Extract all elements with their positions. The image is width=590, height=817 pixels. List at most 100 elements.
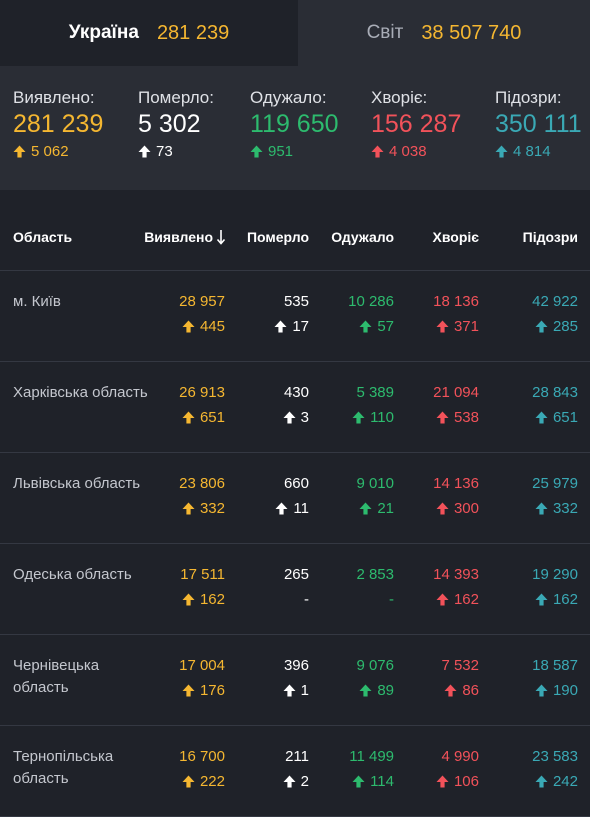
recovered-delta-value: 89 <box>377 682 394 699</box>
summary-panel: Виявлено: 281 239 5 062 Померло: 5 302 7… <box>0 66 590 190</box>
summary-sick-delta-value: 4 038 <box>389 143 427 160</box>
summary-suspected-delta-value: 4 814 <box>513 143 551 160</box>
arrow-up-icon <box>13 145 26 158</box>
region-name: Львівська область <box>13 475 141 492</box>
arrow-up-icon <box>250 145 263 158</box>
arrow-up-icon <box>283 411 296 424</box>
summary-confirmed-delta: 5 062 <box>13 143 103 160</box>
sick-delta-value: 371 <box>453 318 479 335</box>
header-suspected[interactable]: Підозри <box>522 229 578 245</box>
deaths-delta-value: 11 <box>293 500 309 517</box>
table-row[interactable]: м. Київ 28 957 445 535 17 10 286 57 18 136 371 42… <box>0 271 590 362</box>
deaths-value: 430 <box>283 384 309 401</box>
confirmed-delta: 176 <box>182 682 225 699</box>
header-confirmed[interactable]: Виявлено <box>144 229 226 245</box>
summary-confirmed-value: 281 239 <box>13 110 104 138</box>
arrow-up-icon <box>359 320 372 333</box>
sick-value: 14 393 <box>433 566 479 583</box>
deaths-value: 535 <box>283 293 309 310</box>
deaths-delta-value: 17 <box>292 318 309 335</box>
table-row[interactable]: Львівська область 23 806 332 660 11 9 010 21 14… <box>0 453 590 544</box>
summary-recovered-delta-value: 951 <box>268 143 294 160</box>
arrow-up-icon <box>182 320 195 333</box>
table-row[interactable]: Чернівецька область 17 004 176 396 1 9 076 89 7… <box>0 635 590 726</box>
table-row[interactable]: Тернопільська область 16 700 222 211 2 11 499… <box>0 726 590 817</box>
recovered-value: 2 853 <box>356 566 394 583</box>
sick-value: 14 136 <box>433 475 479 492</box>
confirmed-value: 16 700 <box>179 748 225 765</box>
confirmed-delta: 332 <box>182 500 225 517</box>
deaths-value: 265 <box>283 566 309 583</box>
sick-delta-value: 538 <box>453 409 479 426</box>
suspected-value: 25 979 <box>532 475 578 492</box>
confirmed-delta: 651 <box>182 409 225 426</box>
arrow-up-icon <box>182 775 195 788</box>
sick-delta: 300 <box>436 500 479 517</box>
recovered-delta-value: 110 <box>370 409 394 426</box>
arrow-up-icon <box>182 502 195 515</box>
tab-world[interactable]: Світ 38 507 740 <box>298 0 590 66</box>
deaths-delta-value: 3 <box>300 409 309 426</box>
summary-confirmed-delta-value: 5 062 <box>31 143 69 160</box>
summary-recovered-value: 119 650 <box>250 110 339 138</box>
deaths-delta: 1 <box>283 682 309 699</box>
arrow-up-icon <box>359 684 372 697</box>
recovered-delta-value: 114 <box>370 773 394 790</box>
suspected-delta-value: 242 <box>552 773 578 790</box>
region-name: Тернопільська область <box>13 748 114 787</box>
recovered-value: 11 499 <box>349 748 394 765</box>
header-deaths[interactable]: Померло <box>246 229 309 245</box>
summary-sick: Хворіє: 156 287 4 038 <box>371 88 461 160</box>
suspected-delta: 162 <box>535 591 578 608</box>
deaths-delta: 17 <box>274 318 309 335</box>
tab-world-value: 38 507 740 <box>421 21 522 44</box>
sick-delta-value: 106 <box>453 773 479 790</box>
arrow-up-icon <box>352 411 365 424</box>
arrow-up-icon <box>359 502 372 515</box>
deaths-delta: 2 <box>283 773 309 790</box>
confirmed-value: 17 511 <box>180 566 225 583</box>
arrow-up-icon <box>535 502 548 515</box>
arrow-up-icon <box>436 411 449 424</box>
sick-value: 4 990 <box>441 748 479 765</box>
recovered-delta-value: 21 <box>377 500 394 517</box>
region-name: Чернівецька область <box>13 657 100 696</box>
recovered-value: 5 389 <box>356 384 394 401</box>
summary-recovered-label: Одужало: <box>250 88 327 107</box>
summary-recovered-delta: 951 <box>250 143 339 160</box>
arrow-up-icon <box>535 411 548 424</box>
suspected-delta: 285 <box>535 318 578 335</box>
recovered-delta: - <box>389 591 394 608</box>
header-sick[interactable]: Хворіє <box>432 229 479 245</box>
sick-delta-value: 162 <box>453 591 479 608</box>
summary-sick-label: Хворіє: <box>371 88 428 107</box>
recovered-delta: 57 <box>359 318 394 335</box>
table-body: м. Київ 28 957 445 535 17 10 286 57 18 136 371 42… <box>0 271 590 817</box>
suspected-delta-value: 190 <box>552 682 578 699</box>
suspected-delta-value: 651 <box>552 409 578 426</box>
suspected-value: 42 922 <box>532 293 578 310</box>
tab-world-label: Світ <box>366 22 404 43</box>
suspected-value: 19 290 <box>532 566 578 583</box>
summary-confirmed: Виявлено: 281 239 5 062 <box>13 88 103 160</box>
recovered-delta: 89 <box>359 682 394 699</box>
summary-deaths-label: Померло: <box>138 88 214 107</box>
header-region[interactable]: Область <box>13 229 73 245</box>
confirmed-delta-value: 176 <box>199 682 225 699</box>
sick-delta: 162 <box>436 591 479 608</box>
table-row[interactable]: Одеська область 17 511 162 265 - 2 853 - 14 393… <box>0 544 590 635</box>
confirmed-delta-value: 445 <box>199 318 225 335</box>
sick-delta: 538 <box>436 409 479 426</box>
confirmed-value: 28 957 <box>179 293 225 310</box>
arrow-up-icon <box>436 320 449 333</box>
deaths-value: 660 <box>283 475 309 492</box>
arrow-up-icon <box>182 593 195 606</box>
suspected-value: 18 587 <box>532 657 578 674</box>
table-row[interactable]: Харківська область 26 913 651 430 3 5 389 110 2… <box>0 362 590 453</box>
confirmed-delta: 222 <box>182 773 225 790</box>
recovered-delta-value: 57 <box>377 318 394 335</box>
tab-ukraine[interactable]: Україна 281 239 <box>0 0 298 66</box>
arrow-up-icon <box>352 775 365 788</box>
sick-delta-value: 300 <box>453 500 479 517</box>
header-recovered[interactable]: Одужало <box>331 229 394 245</box>
